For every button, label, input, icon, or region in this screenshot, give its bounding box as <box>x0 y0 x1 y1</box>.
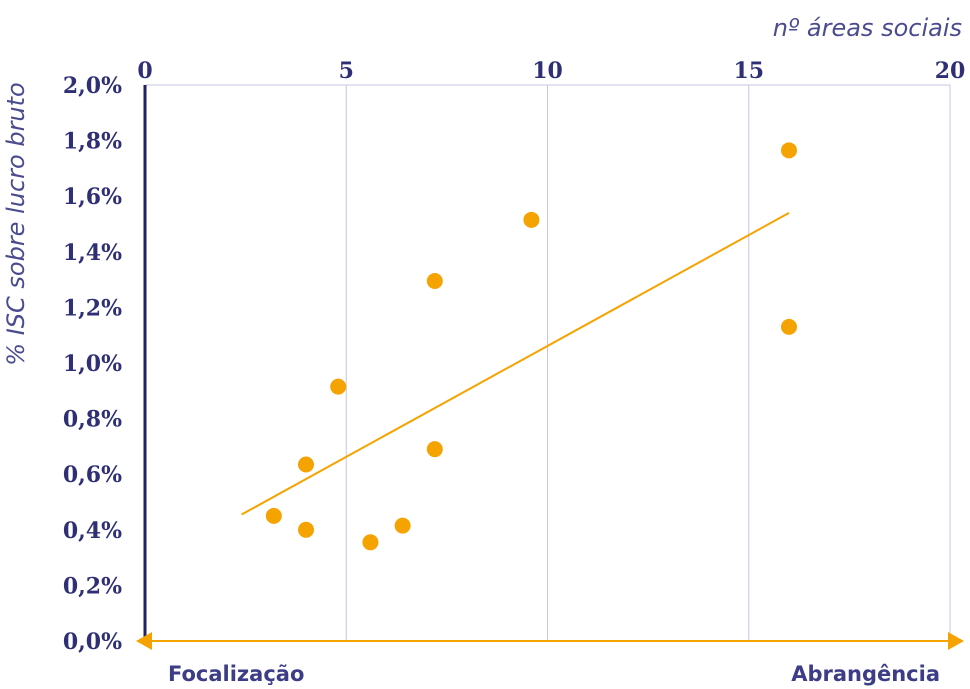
y-axis-title: % ISC sobre lucro bruto <box>2 82 30 365</box>
y-tick-label: 1,0% <box>63 351 122 377</box>
x-tick-label: 15 <box>733 58 764 84</box>
data-point <box>330 378 347 395</box>
y-tick-label: 1,6% <box>63 184 122 210</box>
x-tick-label: 0 <box>137 58 152 84</box>
data-point <box>426 441 443 458</box>
x-tick-labels: 0 5 10 15 20 <box>137 58 965 84</box>
y-tick-label: 0,4% <box>63 518 122 544</box>
arrow-right-icon <box>948 632 964 650</box>
abrangencia-label: Abrangência <box>791 662 940 686</box>
arrow-left-icon <box>136 632 152 650</box>
y-tick-label: 1,2% <box>63 295 122 321</box>
x-tick-label: 10 <box>532 58 563 84</box>
x-axis-title: nº áreas sociais <box>773 14 962 42</box>
data-point <box>523 211 540 228</box>
y-tick-label: 0,8% <box>63 407 122 433</box>
x-tick-label: 5 <box>339 58 354 84</box>
data-point <box>781 318 797 335</box>
y-tick-label: 0,0% <box>63 629 122 655</box>
grid-lines <box>145 84 951 641</box>
data-point <box>781 142 797 159</box>
y-tick-label: 0,6% <box>63 462 122 488</box>
data-point <box>394 517 411 534</box>
y-tick-labels: 0,0% 0,2% 0,4% 0,6% 0,8% 1,0% 1,2% 1,4% 1,6% 1,8%… <box>63 73 122 655</box>
trend-line <box>241 212 790 516</box>
y-tick-label: 2,0% <box>63 73 122 99</box>
y-tick-label: 0,2% <box>63 573 122 599</box>
y-tick-label: 1,8% <box>63 129 122 155</box>
data-point <box>298 521 314 538</box>
focalizacao-label: Focalização <box>168 662 304 686</box>
data-points <box>265 142 797 551</box>
data-point <box>426 272 443 289</box>
data-point <box>265 507 282 524</box>
y-tick-label: 1,4% <box>63 240 122 266</box>
data-point <box>298 456 314 473</box>
data-point <box>362 534 379 551</box>
x-tick-label: 20 <box>935 58 966 84</box>
